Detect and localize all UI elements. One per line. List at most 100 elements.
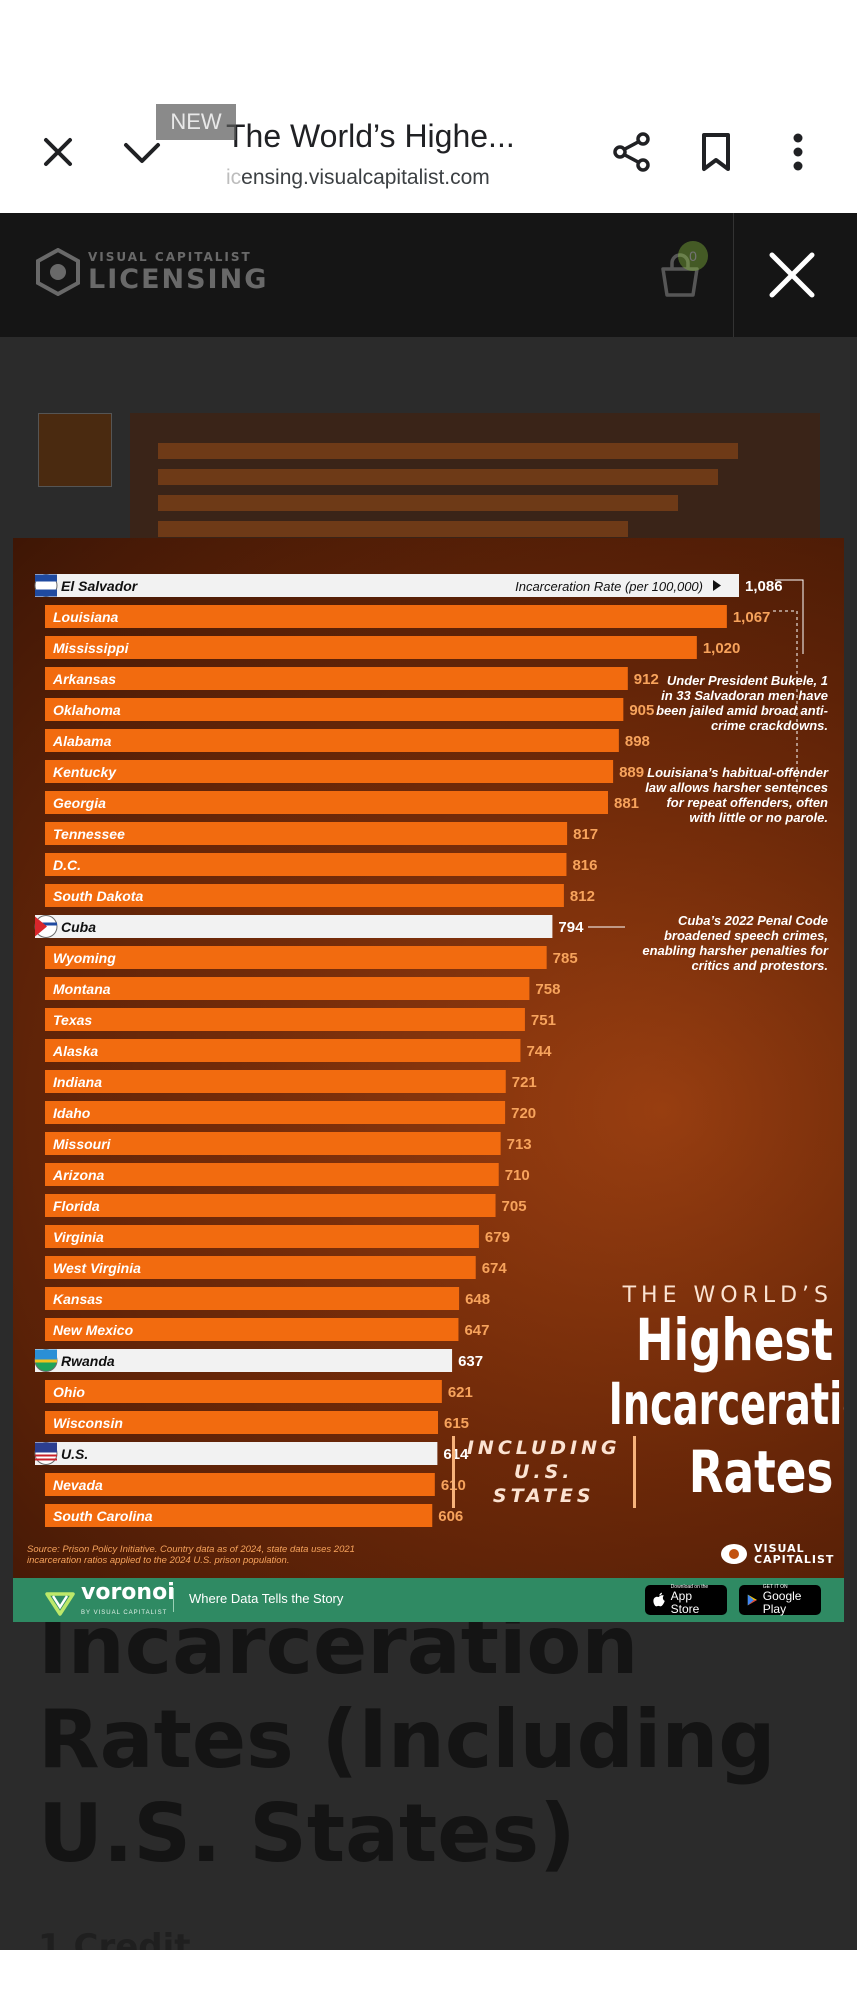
url-text: ensing.visualcapitalist.com bbox=[241, 166, 490, 189]
title-line-2: Highest bbox=[635, 1306, 833, 1374]
bar-tennessee bbox=[45, 822, 568, 845]
bar-missouri bbox=[45, 1132, 501, 1155]
value-virginia: 679 bbox=[485, 1229, 510, 1246]
bar-nevada bbox=[45, 1473, 435, 1496]
bar-west-virginia bbox=[45, 1256, 476, 1279]
google-play-button[interactable]: GET IT ON Google Play bbox=[739, 1584, 821, 1616]
bar-chart: El Salvador 1,086 Louisiana 1,067 Mississipp… bbox=[34, 574, 804, 1527]
voronoi-by: BY VISUAL CAPITALIST bbox=[81, 1610, 168, 1616]
site-header: VISUAL CAPITALIST LICENSING 0 bbox=[0, 213, 857, 337]
new-badge: NEW bbox=[156, 104, 236, 140]
value-alaska: 744 bbox=[526, 1043, 552, 1060]
bar-wyoming bbox=[45, 946, 547, 969]
url-faded-prefix: ic bbox=[226, 166, 242, 189]
label-wisconsin: Wisconsin bbox=[53, 1415, 123, 1431]
thumbnail[interactable] bbox=[38, 413, 112, 487]
bar-idaho bbox=[45, 1101, 506, 1124]
banner-divider bbox=[173, 1588, 174, 1612]
label-u-s: U.S. bbox=[61, 1446, 88, 1462]
google-play-icon bbox=[747, 1594, 757, 1606]
value-new-mexico: 647 bbox=[464, 1322, 489, 1339]
bar-georgia bbox=[45, 791, 608, 814]
label-missouri: Missouri bbox=[53, 1136, 112, 1152]
legend-arrow-icon bbox=[713, 580, 721, 591]
note-cuba: Cuba’s 2022 Penal Code broadened speech … bbox=[642, 913, 828, 973]
more-options-icon[interactable] bbox=[768, 122, 828, 182]
voronoi-banner[interactable]: voronoi BY VISUAL CAPITALIST Where Data … bbox=[13, 1578, 844, 1622]
visual-capitalist-logo-icon bbox=[36, 248, 80, 296]
value-south-dakota: 812 bbox=[570, 888, 595, 905]
bar-south-carolina bbox=[45, 1504, 433, 1527]
bar-d-c bbox=[45, 853, 567, 876]
note-louisiana: Louisiana’s habitual-offender law allows… bbox=[645, 765, 828, 825]
browser-toolbar: The World’s Highe... icensing.visualcapi… bbox=[0, 0, 857, 214]
value-arkansas: 912 bbox=[634, 671, 659, 688]
label-south-dakota: South Dakota bbox=[53, 888, 143, 904]
infographic-title: THE WORLD’S Highest Incarceration INCLUD… bbox=[451, 1283, 844, 1508]
google-play-small: GET IT ON bbox=[762, 1584, 788, 1590]
value-louisiana: 1,067 bbox=[733, 609, 771, 626]
value-kentucky: 889 bbox=[619, 764, 644, 781]
infographic[interactable]: El Salvador 1,086 Louisiana 1,067 Mississipp… bbox=[13, 538, 844, 1578]
label-mississippi: Mississippi bbox=[53, 640, 130, 656]
chevron-down-icon[interactable] bbox=[112, 122, 172, 182]
value-u-s: 614 bbox=[443, 1446, 469, 1463]
label-montana: Montana bbox=[53, 981, 111, 997]
value-indiana: 721 bbox=[512, 1074, 537, 1091]
close-icon[interactable] bbox=[28, 122, 88, 182]
page-heading: Incarceration Rates (Including U.S. Stat… bbox=[38, 1599, 776, 1880]
bar-alabama bbox=[45, 729, 619, 752]
value-mississippi: 1,020 bbox=[703, 640, 741, 657]
us-flag-icon bbox=[34, 1442, 58, 1465]
label-tennessee: Tennessee bbox=[53, 826, 125, 842]
value-south-carolina: 606 bbox=[438, 1508, 463, 1525]
bookmark-icon[interactable] bbox=[686, 122, 746, 182]
annotation-line bbox=[775, 579, 804, 654]
title-line-1: THE WORLD’S bbox=[622, 1283, 833, 1308]
url-display[interactable]: icensing.visualcapitalist.com bbox=[226, 166, 490, 190]
app-store-label: App Store bbox=[670, 1589, 700, 1616]
site-logo[interactable]: VISUAL CAPITALIST LICENSING bbox=[36, 248, 268, 296]
title-subtitle: INCLUDING U.S. STATES bbox=[451, 1436, 636, 1508]
value-west-virginia: 674 bbox=[482, 1260, 508, 1277]
label-arizona: Arizona bbox=[52, 1167, 105, 1183]
label-el-salvador: El Salvador bbox=[61, 578, 139, 594]
value-cuba: 794 bbox=[558, 919, 584, 936]
bar-indiana bbox=[45, 1070, 506, 1093]
annotation-line bbox=[773, 610, 798, 794]
bar-cuba bbox=[35, 915, 553, 938]
bar-mississippi bbox=[45, 636, 697, 659]
source-note: Source: Prison Policy Initiative. Countr… bbox=[27, 1544, 355, 1566]
value-oklahoma: 905 bbox=[629, 702, 654, 719]
bar-south-dakota bbox=[45, 884, 564, 907]
voronoi-logo-icon bbox=[45, 1592, 75, 1616]
bar-montana bbox=[45, 977, 530, 1000]
cart-icon[interactable] bbox=[655, 251, 705, 301]
label-kansas: Kansas bbox=[53, 1291, 103, 1307]
bar-kansas bbox=[45, 1287, 460, 1310]
bar-texas bbox=[45, 1008, 525, 1031]
bar-rwanda bbox=[35, 1349, 453, 1372]
close-lightbox-icon[interactable] bbox=[760, 243, 824, 307]
apple-icon bbox=[653, 1592, 665, 1607]
label-alabama: Alabama bbox=[52, 733, 112, 749]
visual-capitalist-mark-icon bbox=[721, 1544, 747, 1564]
title-subtitle-line-1: INCLUDING bbox=[466, 1437, 621, 1459]
bar-new-mexico bbox=[45, 1318, 459, 1341]
bar-u-s bbox=[35, 1442, 438, 1465]
app-store-small: Download on the bbox=[670, 1584, 709, 1590]
value-ohio: 621 bbox=[448, 1384, 473, 1401]
cart-count-badge: 0 bbox=[678, 241, 708, 271]
value-wisconsin: 615 bbox=[444, 1415, 469, 1432]
bar-arizona bbox=[45, 1163, 499, 1186]
preview-image bbox=[130, 413, 820, 553]
rwanda-flag-icon bbox=[34, 1349, 58, 1372]
voronoi-logo[interactable]: voronoi BY VISUAL CAPITALIST bbox=[45, 1582, 175, 1622]
bar-wisconsin bbox=[45, 1411, 439, 1434]
label-new-mexico: New Mexico bbox=[53, 1322, 134, 1338]
app-store-button[interactable]: Download on the App Store bbox=[645, 1584, 727, 1616]
value-idaho: 720 bbox=[511, 1105, 536, 1122]
label-arkansas: Arkansas bbox=[52, 671, 116, 687]
share-icon[interactable] bbox=[602, 122, 662, 182]
label-oklahoma: Oklahoma bbox=[53, 702, 121, 718]
